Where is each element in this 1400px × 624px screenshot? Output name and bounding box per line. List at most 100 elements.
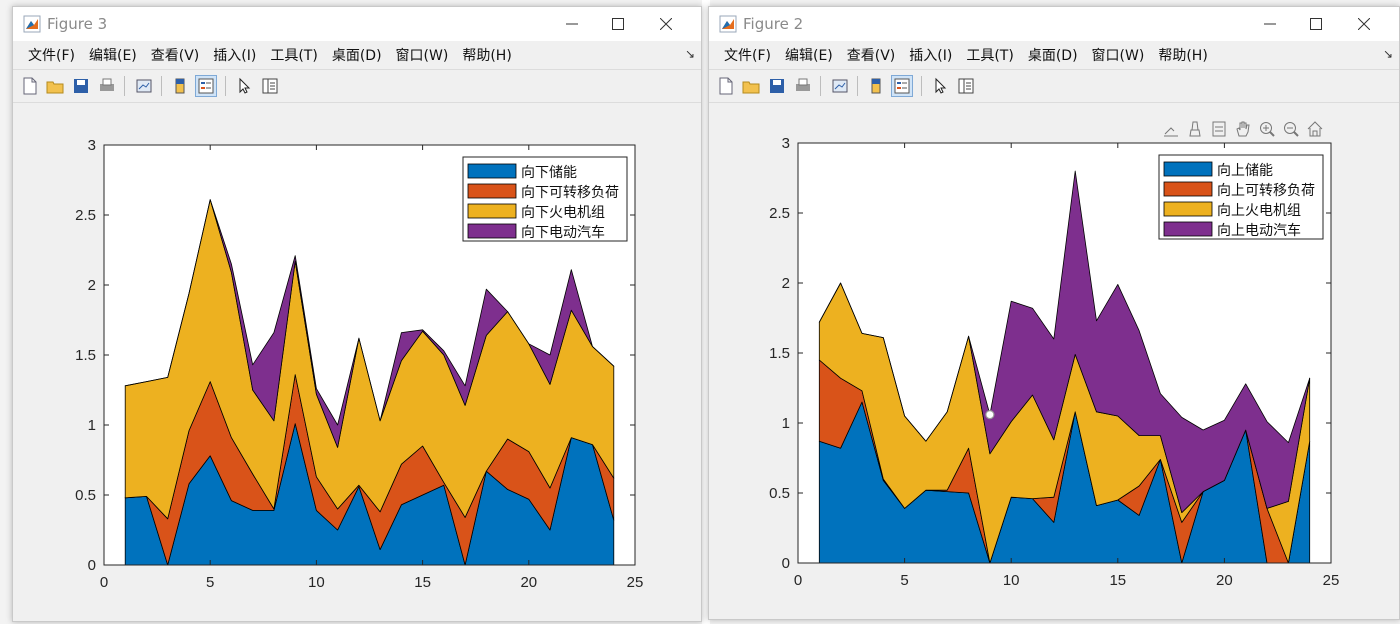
maximize-button[interactable] [1293,13,1339,35]
menu-desktop[interactable]: 桌面(D) [1027,48,1078,64]
print-icon [100,78,114,91]
y-tick-label: 2.5 [75,207,96,224]
minimize-button[interactable] [1247,13,1293,35]
menu-tools[interactable]: 工具(T) [270,48,318,64]
menu-help[interactable]: 帮助(H) [462,48,512,64]
menu-insert[interactable]: 插入(I) [909,48,953,64]
insert-colorbar-button[interactable] [169,75,191,97]
menu-file[interactable]: 文件(F) [724,48,771,64]
menu-help[interactable]: 帮助(H) [1158,48,1208,64]
menu-edit[interactable]: 编辑(E) [784,48,833,64]
menu-file[interactable]: 文件(F) [28,48,75,64]
menu-window[interactable]: 窗口(W) [395,48,449,64]
menu-window[interactable]: 窗口(W) [1091,48,1145,64]
maximize-button[interactable] [595,13,641,35]
title-bar: Figure 2 [709,7,1399,41]
menu-edit[interactable]: 编辑(E) [88,48,137,64]
x-tick-label: 15 [414,574,431,591]
x-tick-label: 20 [520,574,537,591]
property-inspector-button[interactable] [955,75,977,97]
save-button[interactable] [70,75,92,97]
legend-swatch [1163,161,1213,177]
link-plot-icon [136,79,152,93]
menu-tools[interactable]: 工具(T) [966,48,1014,64]
minimize-button[interactable] [549,13,595,35]
open-folder-icon [742,81,760,94]
open-file-button[interactable] [740,75,762,97]
print-button[interactable] [792,75,814,97]
insert-legend-button[interactable] [891,75,913,97]
y-tick-label: 1 [88,417,96,434]
save-button[interactable] [766,75,788,97]
zoom-in-icon[interactable] [1257,119,1277,139]
home-icon[interactable] [1305,119,1325,139]
y-tick-label: 0 [88,557,96,574]
link-plot-icon [832,79,848,93]
y-tick-label: 0.5 [75,487,96,504]
area-chart[interactable]: 0 5 10 15 20 25 0 0.5 1 1.5 2 2.5 3 向上储能向上可转移负荷向上火电机组… [709,103,1399,617]
save-icon [74,79,88,93]
print-button[interactable] [96,75,118,97]
pan-hand-icon[interactable] [1233,119,1253,139]
y-tick-label: 3 [782,135,790,152]
insert-colorbar-button[interactable] [865,75,887,97]
link-plot-button[interactable] [133,75,155,97]
new-figure-button[interactable] [715,75,737,97]
x-tick-label: 25 [627,574,644,591]
figure-toolbar [13,69,701,103]
legend-swatch [1163,181,1213,197]
brush-icon[interactable] [1185,119,1205,139]
menu-insert[interactable]: 插入(I) [213,48,257,64]
menu-view[interactable]: 查看(V) [846,48,896,64]
legend-swatch [1163,201,1213,217]
y-tick-label: 2 [88,277,96,294]
toolbar-separator [921,76,922,96]
background-window-strip [702,0,710,624]
insert-legend-button[interactable] [195,75,217,97]
data-cursor-marker [985,410,995,420]
area-series-3 [124,199,615,448]
dock-arrow-icon[interactable]: ↘ [684,47,695,61]
window-title: Figure 3 [47,15,108,33]
legend-label: 向上储能 [1217,163,1273,179]
figure-toolbar [709,69,1399,103]
colorbar-icon [871,78,881,94]
menu-desktop[interactable]: 桌面(D) [331,48,382,64]
legend-swatch [1163,221,1213,237]
menu-bar: 文件(F) 编辑(E) 查看(V) 插入(I) 工具(T) 桌面(D) 窗口(W… [709,41,1399,69]
x-tick-label: 0 [794,572,802,589]
axes-toolbar [1161,119,1325,139]
new-figure-button[interactable] [19,75,41,97]
colorbar-icon [175,78,185,94]
area-chart[interactable]: 0 5 10 15 20 25 0 0.5 1 1.5 2 2.5 3 向下储能向下可转移负荷向下火电机组… [13,103,701,617]
close-button[interactable] [1341,13,1387,35]
x-tick-label: 10 [308,574,325,591]
legend-swatch [467,183,517,199]
edit-plot-button[interactable] [233,75,255,97]
menu-view[interactable]: 查看(V) [150,48,200,64]
toolbar-separator [225,76,226,96]
matlab-icon [23,15,41,33]
dock-arrow-icon[interactable]: ↘ [1382,47,1393,61]
y-tick-label: 2.5 [769,205,790,222]
y-tick-label: 1 [782,415,790,432]
edit-plot-button[interactable] [929,75,951,97]
menu-bar: 文件(F) 编辑(E) 查看(V) 插入(I) 工具(T) 桌面(D) 窗口(W… [13,41,701,69]
property-inspector-icon [262,78,278,94]
legend-label: 向下可转移负荷 [521,185,619,201]
link-plot-button[interactable] [829,75,851,97]
y-tick-label: 1.5 [769,345,790,362]
save-icon [770,79,784,93]
open-file-button[interactable] [44,75,66,97]
datatip-icon[interactable] [1209,119,1229,139]
minimize-icon [1264,23,1276,25]
zoom-out-icon[interactable] [1281,119,1301,139]
y-tick-label: 1.5 [75,347,96,364]
close-button[interactable] [643,13,689,35]
new-file-icon [719,77,733,95]
export-icon[interactable] [1161,119,1181,139]
toolbar-separator [857,76,858,96]
y-tick-label: 3 [88,137,96,154]
close-icon [1358,18,1370,30]
property-inspector-button[interactable] [259,75,281,97]
